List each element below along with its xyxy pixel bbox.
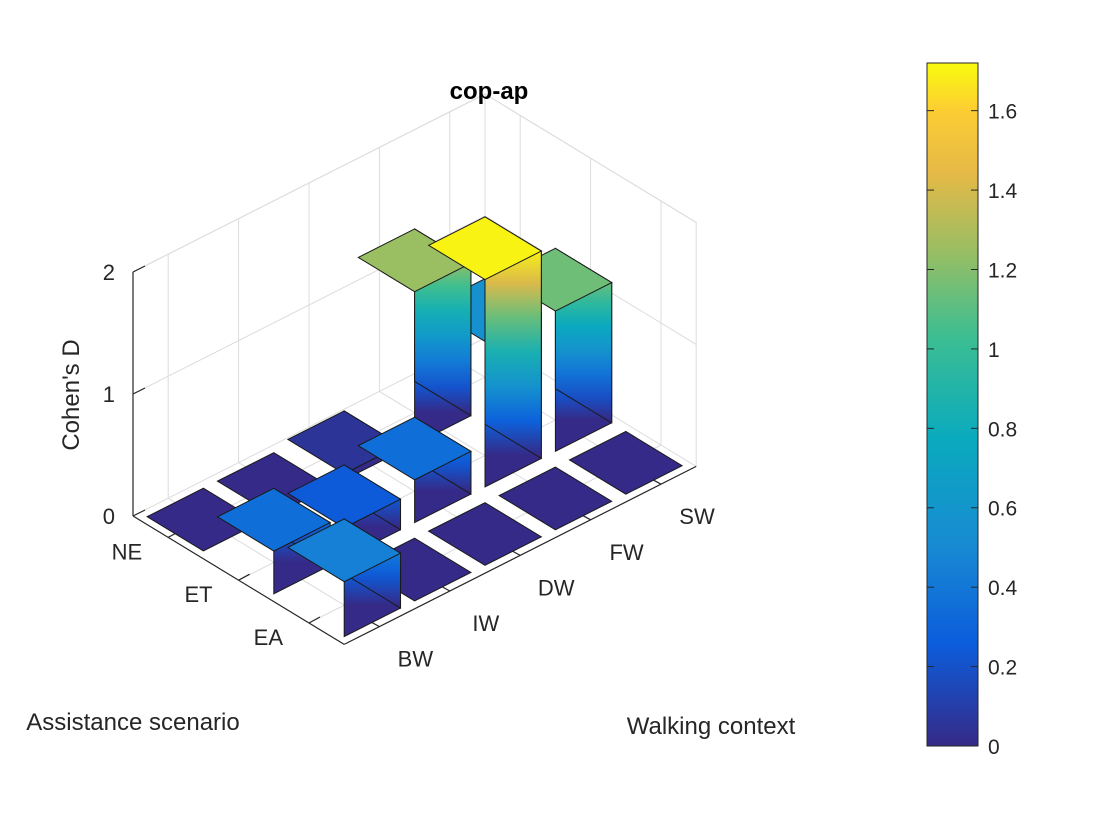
chart-title: cop-ap bbox=[450, 78, 529, 105]
colorbar: 0 0.2 0.4 0.6 0.8 1 1.2 1.4 1.6 bbox=[926, 62, 1018, 759]
y-tick-label: ET bbox=[184, 582, 212, 607]
bar-EA-FW bbox=[498, 466, 613, 531]
colorbar-tick-label: 0.4 bbox=[988, 577, 1018, 600]
x-tick-label: DW bbox=[538, 575, 575, 600]
z-axis-label: Cohen's D bbox=[58, 339, 85, 450]
tick-labels: 0 1 2 NE ET EA BW IW DW FW SW bbox=[103, 260, 715, 672]
x-tick-label: IW bbox=[472, 611, 499, 636]
y-axis-label: Assistance scenario bbox=[26, 709, 239, 736]
colorbar-tick-label: 0.8 bbox=[988, 418, 1017, 441]
colorbar-tick-label: 1.4 bbox=[988, 180, 1018, 203]
bar-ET-SW bbox=[498, 247, 613, 453]
bar-ET-DW bbox=[357, 416, 472, 524]
colorbar-tick-label: 0 bbox=[988, 736, 1000, 759]
bar-EA-DW bbox=[427, 502, 543, 566]
colorbar-tick-label: 0.2 bbox=[988, 657, 1017, 680]
y-tick-label: EA bbox=[254, 625, 284, 650]
z-tick-label: 1 bbox=[103, 382, 115, 407]
y-tick-label: NE bbox=[112, 539, 143, 564]
z-tick-label: 0 bbox=[103, 504, 115, 529]
colorbar-tick-label: 0.6 bbox=[988, 498, 1017, 521]
colorbar-ticks: 0 0.2 0.4 0.6 0.8 1 1.2 1.4 1.6 bbox=[927, 101, 1018, 759]
bar-EA-SW bbox=[568, 430, 684, 495]
x-tick-label: SW bbox=[679, 504, 715, 529]
x-tick-label: FW bbox=[609, 540, 643, 565]
bar-EA-BW bbox=[286, 518, 402, 638]
colorbar-scale bbox=[926, 62, 979, 747]
bar-NE-FW bbox=[357, 228, 472, 445]
x-axis-label: Walking context bbox=[627, 713, 796, 740]
colorbar-tick-label: 1 bbox=[988, 339, 1000, 362]
bars-group bbox=[146, 215, 684, 638]
z-tick-label: 2 bbox=[103, 260, 115, 285]
x-tick-label: BW bbox=[398, 647, 434, 672]
colorbar-tick-label: 1.2 bbox=[988, 259, 1017, 282]
colorbar-tick-label: 1.6 bbox=[988, 101, 1017, 124]
bar-ET-FW bbox=[427, 215, 543, 488]
